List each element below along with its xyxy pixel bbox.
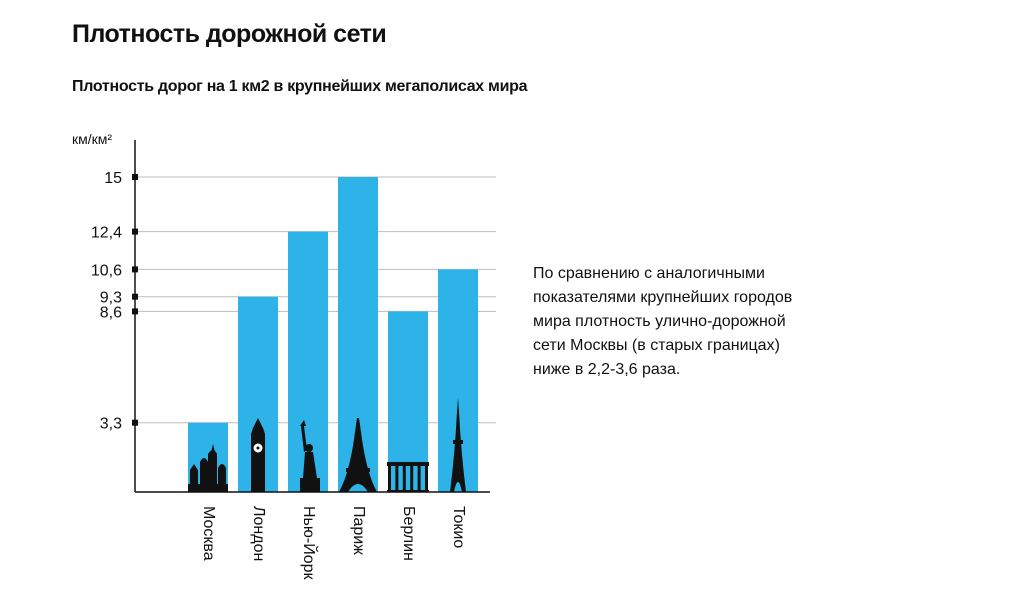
category-label: Лондон [250, 506, 267, 561]
y-tick-label: 9,3 [100, 290, 122, 307]
statue-of-liberty-icon-part [300, 478, 320, 492]
y-tick-label: 8,6 [100, 304, 122, 321]
brandenburg-gate-icon-part [410, 466, 414, 492]
big-ben-icon-part [251, 418, 265, 492]
category-label: Париж [350, 506, 367, 555]
big-ben-icon-clock-center [256, 446, 260, 450]
y-tick-label: 12,4 [91, 225, 122, 242]
y-tick-label: 10,6 [91, 262, 122, 279]
bars [188, 177, 478, 492]
eiffel-tower-icon [339, 418, 377, 492]
city-silhouettes [188, 398, 466, 492]
kremlin-icon-part [200, 458, 208, 492]
note-line: показателями крупнейших городов [533, 289, 793, 306]
statue-of-liberty-icon [300, 420, 320, 492]
brandenburg-gate-icon-part [425, 466, 428, 492]
eiffel-tower-icon-part [346, 468, 370, 472]
kremlin-icon-part [208, 450, 217, 492]
brandenburg-gate-icon-part [402, 466, 406, 492]
category-label: Берлин [400, 506, 417, 561]
category-label: Москва [200, 506, 217, 561]
kremlin-icon-part [188, 484, 228, 492]
note-line: ниже в 2,2-3,6 раза. [533, 361, 681, 378]
y-tick-label: 15 [104, 170, 122, 187]
y-tick-label: 3,3 [100, 416, 122, 433]
tokyo-tower-icon-part [453, 440, 463, 444]
category-label: Нью-Йорк [300, 506, 319, 581]
tokyo-tower-icon-part [450, 398, 466, 492]
category-label: Токио [450, 506, 467, 548]
chart-subtitle: Плотность дорог на 1 км2 в крупнейших ме… [72, 78, 528, 95]
brandenburg-gate-icon-part [417, 466, 421, 492]
tokyo-tower-icon [450, 398, 466, 492]
y-axis-label: км/км² [72, 131, 112, 147]
bar [388, 311, 428, 492]
brandenburg-gate-icon-part [387, 462, 429, 466]
comparison-note: По сравнению с аналогичными показателями… [533, 262, 863, 382]
kremlin-icon [188, 444, 228, 492]
axes [132, 140, 490, 493]
brandenburg-gate-icon-part [395, 466, 399, 492]
labels: 3,3 8,69,3 10,6 12,4 15 км/км² Москва Лондон Нью… [72, 131, 467, 581]
eiffel-tower-icon-part [339, 418, 377, 492]
note-line: По сравнению с аналогичными [533, 265, 765, 282]
statue-of-liberty-icon-part [303, 452, 317, 478]
brandenburg-gate-icon-part [388, 466, 391, 492]
page-title: Плотность дорожной сети [72, 20, 387, 48]
big-ben-icon [251, 418, 265, 492]
statue-of-liberty-icon-part [300, 420, 306, 426]
note-line: сети Москвы (в старых границах) [533, 337, 780, 354]
brandenburg-gate-icon [387, 462, 429, 492]
statue-of-liberty-icon-part [301, 426, 307, 452]
note-line: мира плотность улично-дорожной [533, 313, 786, 330]
kremlin-icon-part [211, 444, 215, 452]
